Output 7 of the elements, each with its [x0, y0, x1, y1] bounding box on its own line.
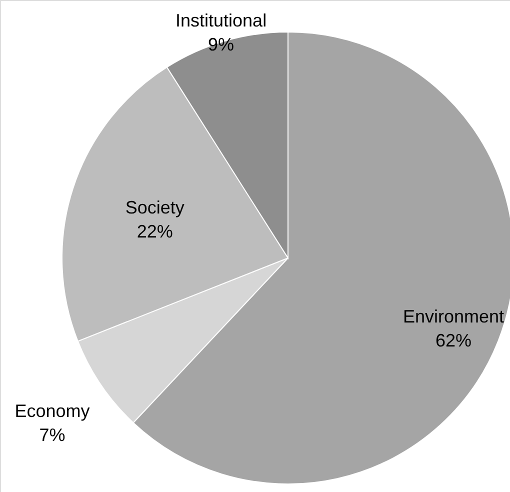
- slice-label: Society: [125, 198, 184, 218]
- data-label: 22%: [136, 222, 173, 242]
- slice-label: Economy: [14, 401, 90, 422]
- slice-label: Environment: [402, 306, 504, 327]
- data-label: 62%: [435, 330, 472, 351]
- slice-label: Institutional: [176, 10, 267, 31]
- data-label: 7%: [39, 425, 66, 446]
